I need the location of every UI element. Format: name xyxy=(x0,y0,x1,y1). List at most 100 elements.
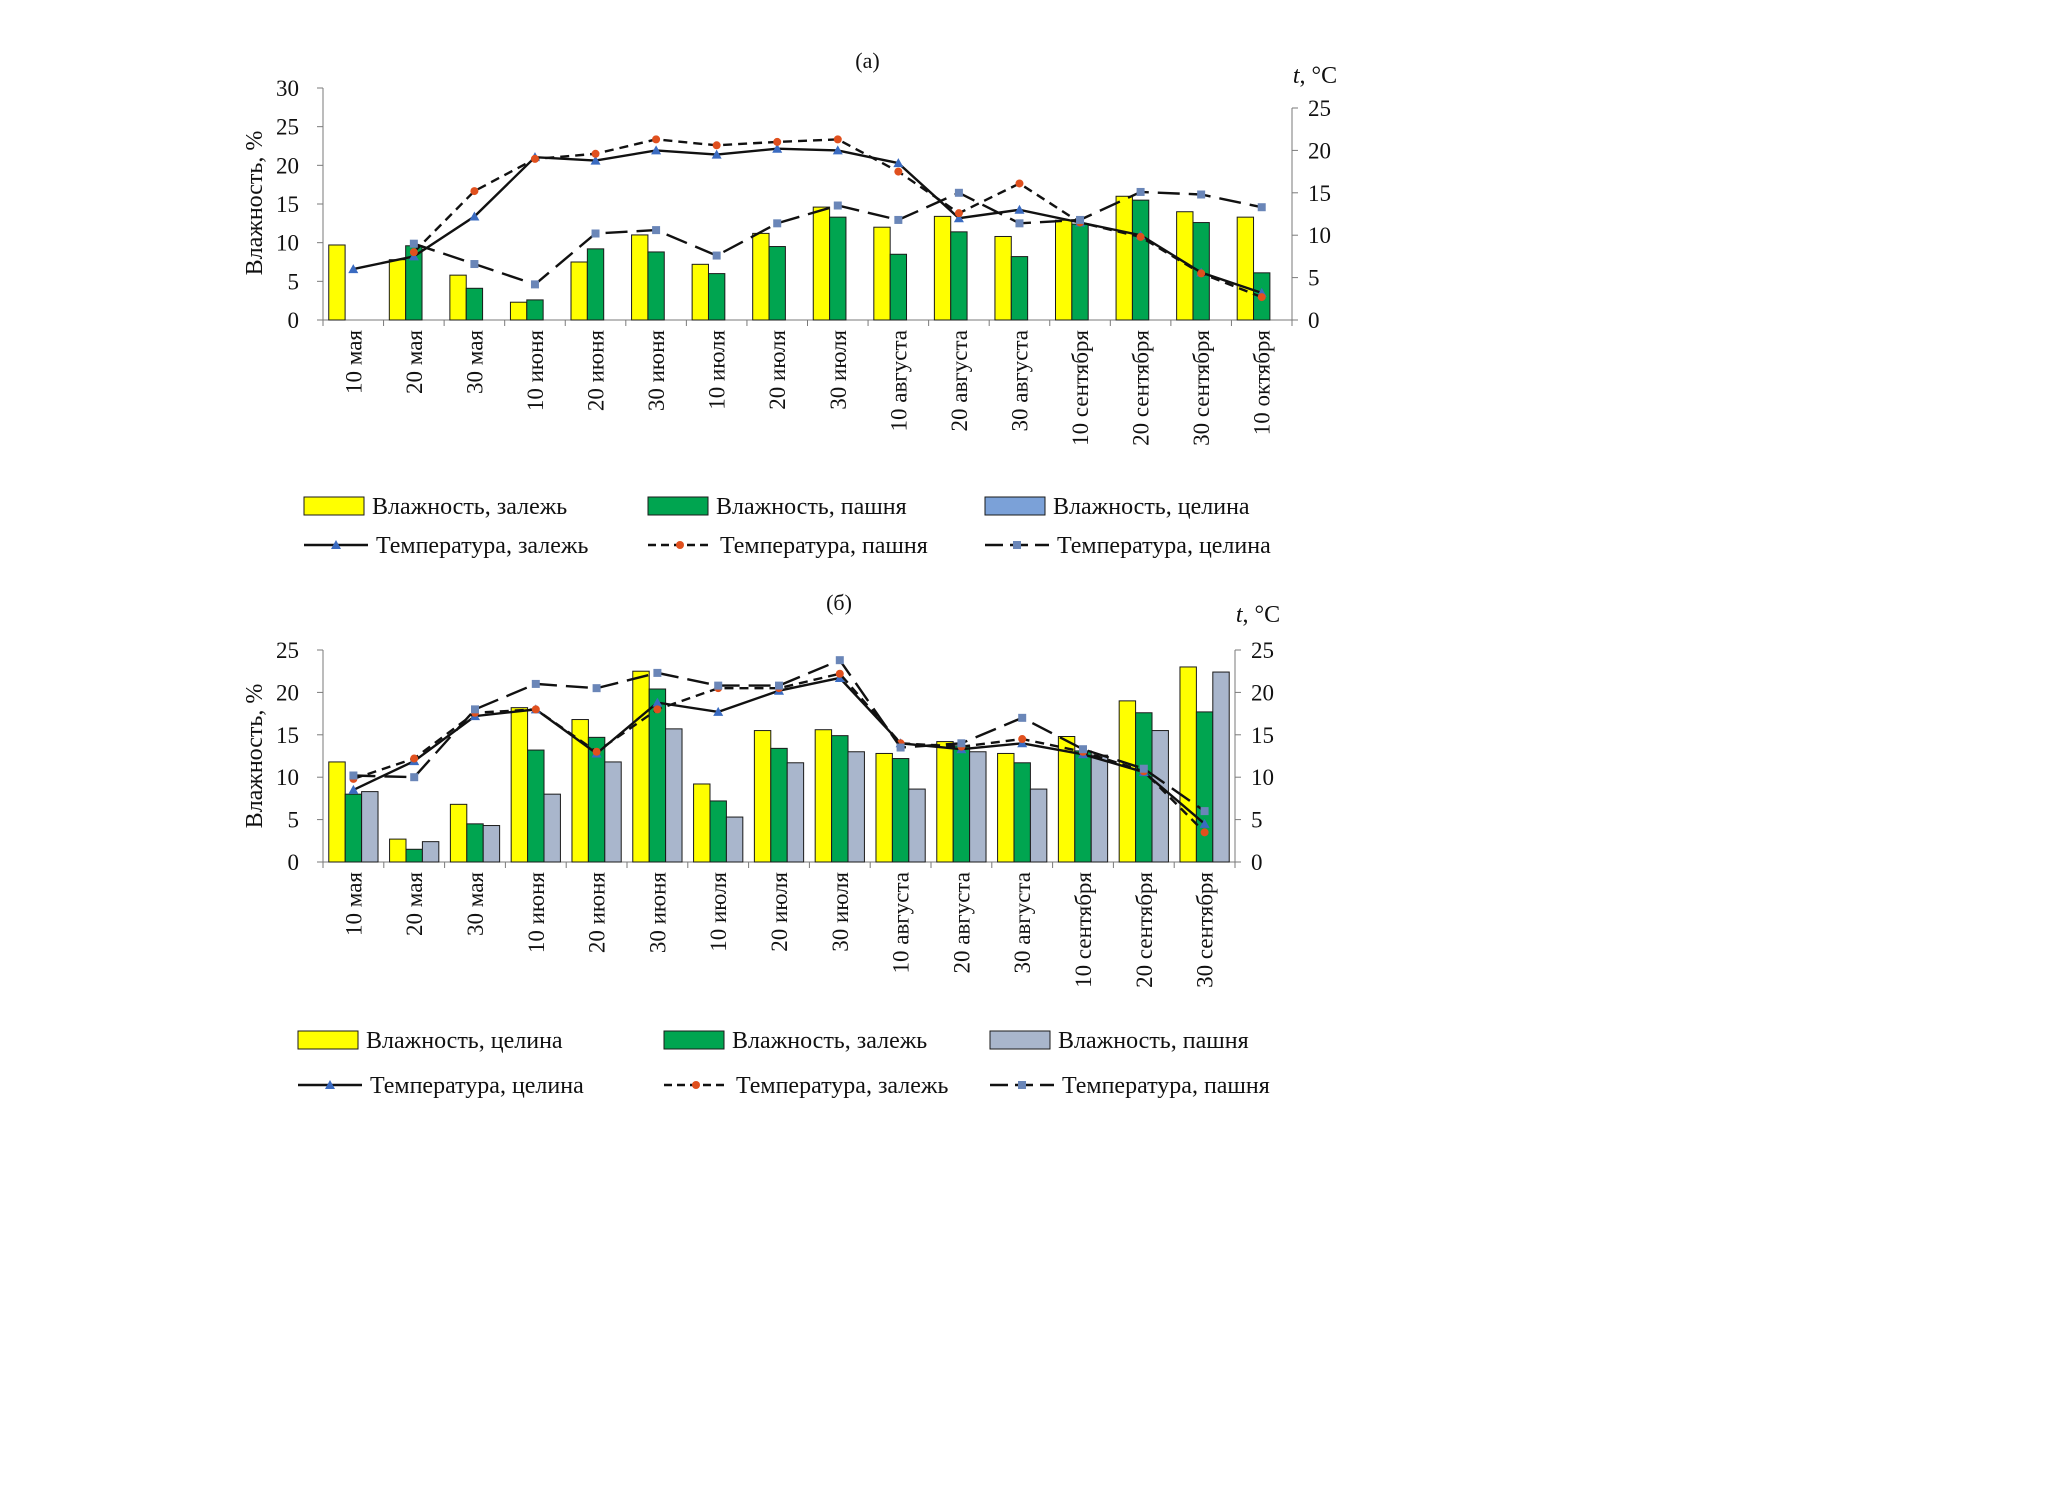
bar xyxy=(466,823,484,863)
bar xyxy=(812,206,831,321)
bar xyxy=(465,287,484,321)
legend-label: Температура, целина xyxy=(370,1073,584,1099)
x-tick-label: 30 августа xyxy=(1010,872,1035,974)
legend-label: Влажность, пашня xyxy=(716,494,907,520)
x-tick-label: 30 июля xyxy=(826,330,851,410)
x-tick-label: 10 октября xyxy=(1250,330,1275,436)
x-tick-label: 30 сентября xyxy=(1193,872,1218,988)
point-marker xyxy=(531,705,540,714)
point-marker xyxy=(775,681,783,690)
bar xyxy=(908,788,926,863)
bar xyxy=(707,273,726,321)
y-tick-label: 20 xyxy=(276,680,299,705)
bar xyxy=(693,783,711,863)
point-marker xyxy=(1018,713,1027,722)
point-marker xyxy=(592,684,601,693)
legend-swatch xyxy=(663,1030,725,1050)
bar xyxy=(770,747,788,863)
y-axis-label: Влажность, % xyxy=(242,684,268,829)
point-marker xyxy=(833,135,842,144)
x-tick-label: 10 сентября xyxy=(1068,330,1093,446)
bar xyxy=(1071,223,1089,321)
x-tick-label: 20 июля xyxy=(765,330,790,410)
bar xyxy=(1195,711,1214,863)
point-marker xyxy=(953,213,964,223)
point-marker xyxy=(470,260,479,269)
point-marker xyxy=(469,211,480,221)
bar xyxy=(768,246,786,321)
point-marker xyxy=(1136,232,1145,241)
bar xyxy=(328,244,346,321)
bar xyxy=(1212,671,1230,863)
x-tick-label: 10 июля xyxy=(706,872,731,952)
legend-marker xyxy=(331,540,341,549)
bar xyxy=(604,761,622,863)
x-tick-label: 20 мая xyxy=(402,330,427,394)
bar xyxy=(994,235,1012,321)
x-tick-label: 10 сентября xyxy=(1071,872,1096,988)
bar xyxy=(328,761,346,863)
bar xyxy=(482,825,501,863)
figure-background xyxy=(0,0,1568,1147)
bar xyxy=(829,216,847,321)
bar xyxy=(969,751,987,863)
x-tick-label: 20 мая xyxy=(402,872,427,936)
point-marker xyxy=(1136,187,1145,196)
bar xyxy=(933,215,952,321)
y-tick-label: 25 xyxy=(276,115,299,140)
y2-tick-label: 20 xyxy=(1308,138,1331,163)
y2-tick-label: 15 xyxy=(1251,723,1274,748)
bar xyxy=(1151,730,1169,863)
bar xyxy=(648,688,667,863)
y2-axis-label-italic: t xyxy=(1236,602,1244,628)
legend-label: Влажность, залежь xyxy=(372,494,567,520)
y2-tick-label: 0 xyxy=(1308,308,1320,333)
bar xyxy=(1029,788,1048,863)
y2-axis-label: t, °C xyxy=(1236,602,1280,628)
point-marker xyxy=(714,681,723,690)
point-marker xyxy=(653,668,662,677)
x-tick-label: 30 мая xyxy=(463,872,488,936)
y-tick-label: 5 xyxy=(288,269,300,294)
point-marker xyxy=(1079,745,1087,754)
bar xyxy=(753,730,772,863)
y-tick-label: 30 xyxy=(276,76,299,101)
legend-label: Температура, залежь xyxy=(376,533,588,559)
bar xyxy=(1131,199,1150,321)
point-marker xyxy=(591,229,600,238)
bar xyxy=(752,232,770,321)
legend-marker xyxy=(676,541,684,549)
point-marker xyxy=(1197,190,1206,199)
x-tick-label: 20 августа xyxy=(947,330,972,432)
point-marker xyxy=(712,141,721,150)
y-tick-label: 15 xyxy=(276,192,299,217)
bar xyxy=(950,231,968,321)
legend-swatch xyxy=(647,496,709,516)
y-tick-label: 0 xyxy=(288,850,300,875)
point-marker xyxy=(1018,735,1027,744)
bar xyxy=(936,741,954,863)
x-tick-label: 30 июля xyxy=(828,872,853,952)
series-line xyxy=(353,658,1206,813)
x-tick-label: 30 июня xyxy=(645,872,670,954)
bar xyxy=(847,751,865,863)
point-marker xyxy=(713,706,724,716)
point-marker xyxy=(470,187,479,196)
bar xyxy=(997,752,1015,863)
legend-swatch xyxy=(989,1030,1051,1050)
x-tick-label: 30 июня xyxy=(644,330,669,412)
point-marker xyxy=(651,145,662,155)
point-marker xyxy=(409,248,418,257)
bar xyxy=(1013,762,1031,863)
bar xyxy=(361,791,379,863)
bar xyxy=(1057,735,1076,863)
y-tick-label: 10 xyxy=(276,765,299,790)
legend-label: Влажность, залежь xyxy=(732,1028,927,1054)
bar xyxy=(586,248,605,321)
y-tick-label: 20 xyxy=(276,153,299,178)
bar xyxy=(526,299,544,321)
bar xyxy=(814,729,833,863)
point-marker xyxy=(954,188,963,197)
bar xyxy=(1115,195,1133,321)
point-marker xyxy=(711,149,722,159)
